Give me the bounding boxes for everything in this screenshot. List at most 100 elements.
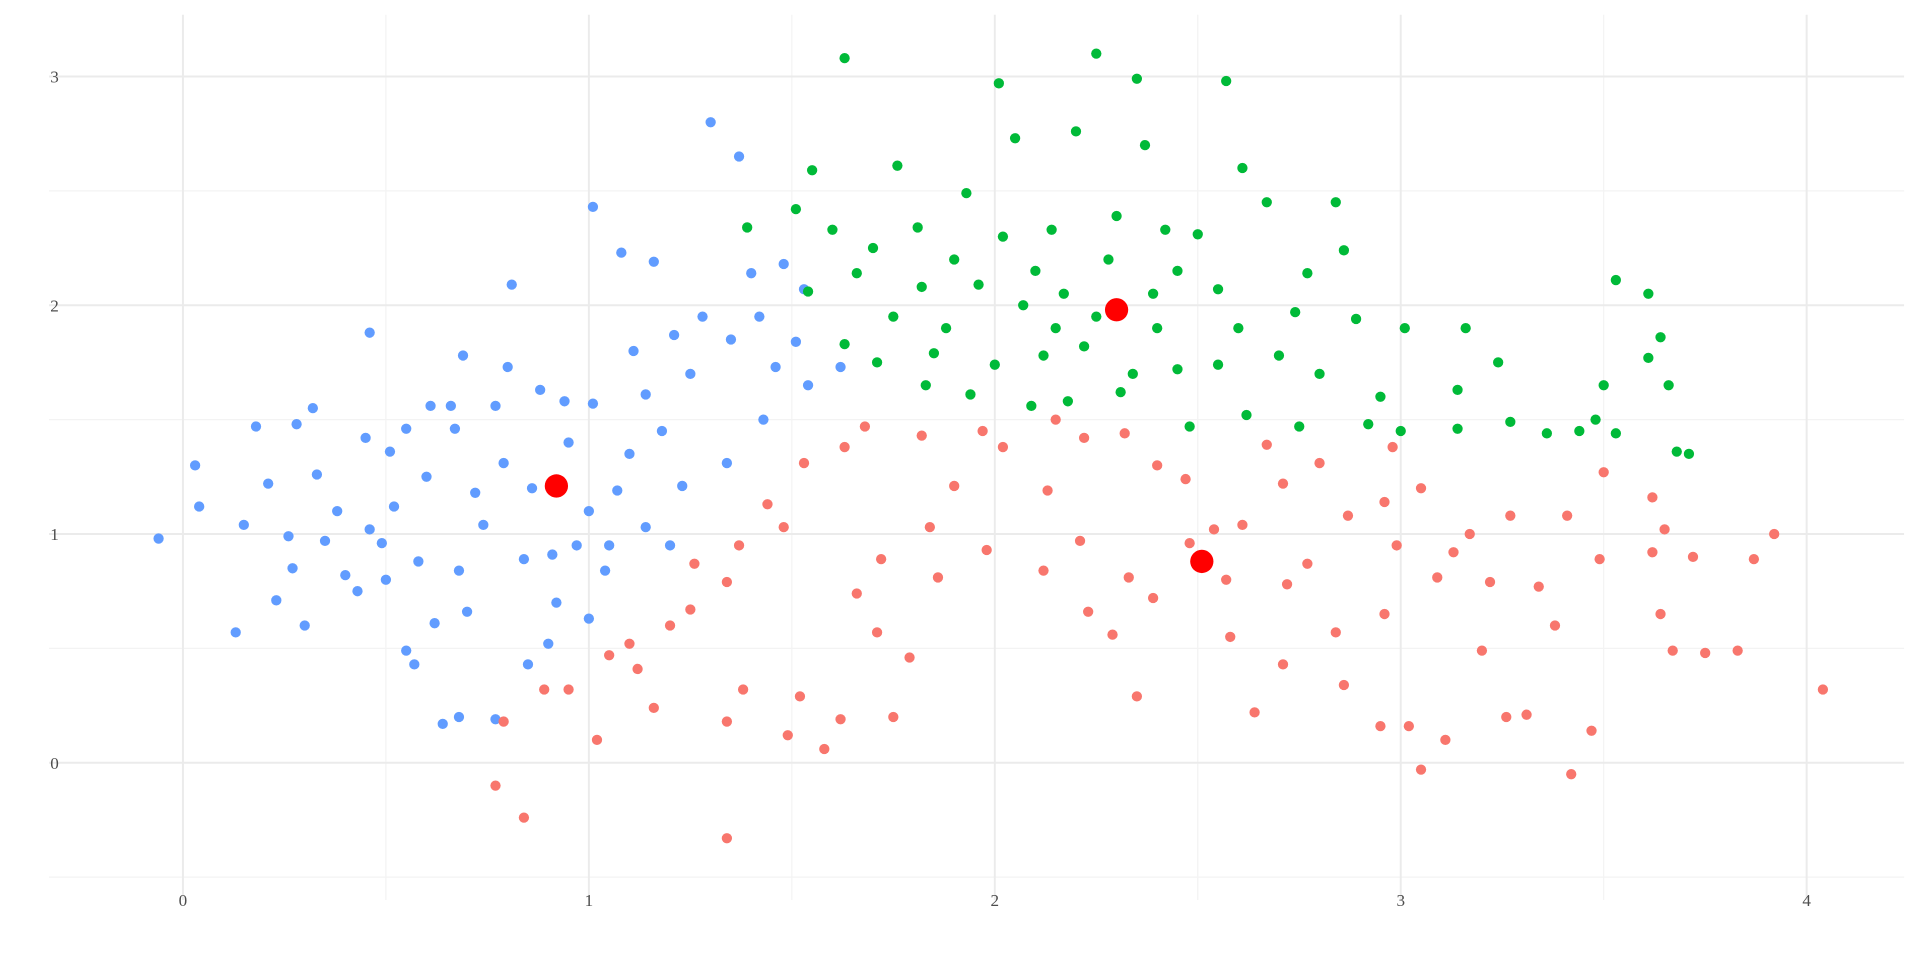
data-point (1030, 265, 1041, 277)
data-point (920, 380, 931, 391)
data-point (746, 268, 757, 279)
data-point (1119, 428, 1130, 439)
data-point (668, 329, 680, 341)
data-point (1590, 414, 1601, 425)
data-point (1042, 485, 1053, 496)
data-point (1505, 510, 1516, 521)
data-point (1562, 510, 1573, 521)
data-point (518, 812, 530, 823)
cluster-center-point (544, 474, 569, 498)
data-point (364, 524, 375, 535)
data-point (1647, 547, 1658, 558)
data-point (340, 570, 351, 581)
data-point (1070, 126, 1082, 137)
data-point (612, 485, 623, 496)
data-point (1074, 535, 1086, 546)
data-point (1817, 684, 1829, 695)
data-point (961, 187, 972, 199)
data-point (835, 361, 846, 373)
data-point (802, 380, 814, 391)
data-point (993, 78, 1004, 89)
data-point (599, 565, 611, 576)
data-point (1078, 341, 1090, 352)
data-point (1115, 387, 1126, 398)
data-point (1363, 419, 1374, 430)
data-point (721, 833, 733, 844)
data-point (1667, 645, 1678, 656)
data-point (742, 222, 753, 233)
data-point (437, 718, 448, 729)
data-point (429, 618, 440, 629)
data-point (1415, 764, 1427, 775)
data-point (478, 519, 489, 530)
data-point (758, 414, 769, 425)
x-tick-label: 1 (585, 891, 594, 910)
data-point (153, 533, 164, 544)
data-point (1221, 574, 1232, 585)
data-point (1147, 592, 1159, 604)
data-point (1338, 245, 1350, 256)
data-point (551, 597, 562, 608)
data-point (928, 348, 940, 359)
data-point (1687, 551, 1699, 563)
data-point (1655, 332, 1666, 343)
data-point (624, 638, 635, 649)
data-point (1671, 446, 1682, 457)
data-point (924, 521, 935, 533)
data-point (1432, 572, 1443, 583)
data-point (1350, 313, 1362, 325)
data-point (981, 544, 992, 556)
data-point (782, 730, 793, 741)
data-point (871, 627, 883, 638)
data-point (543, 638, 554, 649)
grid (48, 14, 1905, 900)
data-point (1180, 473, 1191, 485)
data-point (506, 279, 517, 290)
data-point (1769, 528, 1780, 540)
data-point (1314, 368, 1325, 379)
data-point (1160, 224, 1171, 235)
data-point (1277, 478, 1289, 489)
data-point (425, 400, 436, 412)
data-point (461, 606, 473, 617)
data-point (563, 437, 574, 448)
data-point (587, 398, 599, 409)
data-point (1732, 645, 1743, 656)
data-point (819, 743, 830, 755)
data-point (604, 540, 615, 551)
data-point (1212, 359, 1224, 370)
data-point (547, 549, 558, 560)
data-point (1111, 210, 1122, 222)
data-point (705, 117, 716, 128)
data-point (1281, 579, 1293, 590)
data-point (457, 350, 469, 361)
data-point (888, 711, 899, 723)
data-point (875, 554, 887, 565)
data-point (1058, 288, 1069, 299)
data-point (721, 716, 733, 727)
data-point (839, 441, 850, 453)
data-point (1147, 288, 1159, 299)
data-point (1521, 709, 1532, 720)
data-point (1131, 691, 1143, 702)
data-point (949, 480, 960, 492)
data-point (1091, 311, 1102, 322)
data-point (1403, 720, 1414, 732)
data-point (283, 531, 294, 542)
cluster-centers (544, 298, 1214, 574)
data-point (1452, 384, 1463, 396)
data-point (616, 247, 627, 258)
data-point (1139, 139, 1151, 151)
data-point (470, 487, 481, 498)
data-point (1127, 368, 1138, 379)
data-point (1379, 608, 1390, 620)
data-point (1302, 268, 1313, 279)
cluster-center-point (1190, 549, 1214, 574)
data-point (892, 160, 903, 171)
data-point (754, 311, 765, 322)
data-point (851, 588, 862, 599)
data-point (656, 425, 668, 437)
data-point (790, 203, 802, 215)
data-point (1598, 380, 1609, 391)
data-point (1038, 565, 1049, 576)
